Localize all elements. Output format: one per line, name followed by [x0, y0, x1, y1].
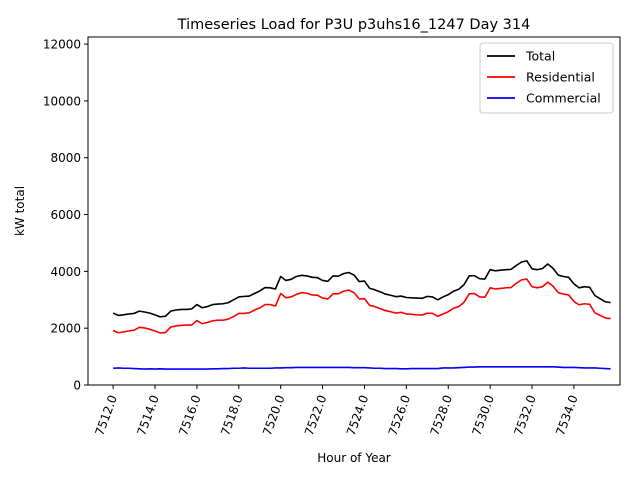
- legend-label-commercial: Commercial: [526, 91, 601, 106]
- legend: Total Residential Commercial: [479, 42, 614, 114]
- series-line-total: [112, 260, 611, 318]
- y-axis-label: kW total: [13, 186, 27, 236]
- y-tick-label: 12000: [43, 38, 81, 52]
- x-axis-label: Hour of Year: [317, 451, 391, 465]
- y-tick-label: 6000: [50, 208, 81, 222]
- plot-area-frame: [87, 36, 621, 386]
- legend-label-total: Total: [525, 49, 555, 64]
- y-tick-label: 10000: [43, 94, 81, 108]
- y-tick-labels: 0 2000 4000 6000 8000 10000 12000: [43, 38, 81, 393]
- y-tick-label: 2000: [50, 322, 81, 336]
- y-tick-label: 8000: [50, 151, 81, 165]
- series-line-residential: [112, 278, 611, 334]
- series-line-commercial: [113, 366, 611, 370]
- legend-label-residential: Residential: [526, 70, 595, 85]
- chart-title: Timeseries Load for P3U p3uhs16_1247 Day…: [177, 17, 531, 33]
- y-tick-label: 0: [73, 379, 81, 393]
- legend-box: [479, 42, 614, 114]
- y-tick-label: 4000: [50, 265, 81, 279]
- series-layer: [112, 260, 611, 370]
- tick-marks: [84, 43, 575, 389]
